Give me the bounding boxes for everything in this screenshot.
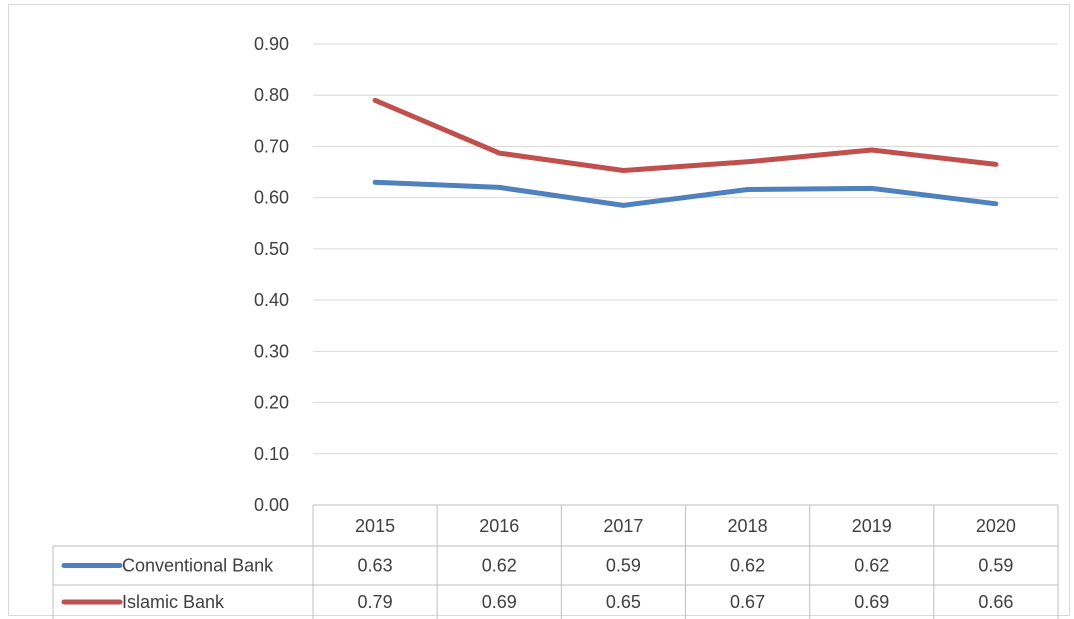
x-category-label: 2017 <box>603 516 643 536</box>
y-tick-label: 0.00 <box>254 495 289 515</box>
series-name-label: Conventional Bank <box>122 556 274 576</box>
data-table-value: 0.59 <box>978 556 1013 576</box>
data-table-value: 0.63 <box>358 556 393 576</box>
x-category-label: 2015 <box>355 516 395 536</box>
data-table-value: 0.62 <box>482 556 517 576</box>
data-table-value: 0.65 <box>606 592 641 612</box>
y-tick-label: 0.60 <box>254 188 289 208</box>
data-table-value: 0.67 <box>730 592 765 612</box>
data-table-value: 0.62 <box>730 556 765 576</box>
data-table-value: 0.62 <box>854 556 889 576</box>
x-category-label: 2020 <box>976 516 1016 536</box>
data-table: 2015 2016 2017 2018 2019 2020 Conventional Ban… <box>52 504 1059 619</box>
gridlines <box>313 43 1058 455</box>
y-tick-label: 0.10 <box>254 444 289 464</box>
y-axis-tick-labels: 0.00 0.10 0.20 0.30 0.40 0.50 0.60 0.70 0.80 0.90 <box>254 34 289 515</box>
chart-frame <box>8 4 1070 616</box>
x-category-label: 2018 <box>728 516 768 536</box>
data-table-value: 0.66 <box>978 592 1013 612</box>
y-tick-label: 0.70 <box>254 136 289 156</box>
data-table-value: 0.59 <box>606 556 641 576</box>
data-table-value: 0.79 <box>358 592 393 612</box>
series-line <box>372 97 999 173</box>
x-category-label: 2016 <box>479 516 519 536</box>
data-table-value: 0.69 <box>854 592 889 612</box>
series-name-label: Islamic Bank <box>122 592 225 612</box>
y-tick-label: 0.30 <box>254 341 289 361</box>
y-tick-label: 0.40 <box>254 290 289 310</box>
series-line <box>372 179 999 208</box>
y-tick-label: 0.20 <box>254 393 289 413</box>
series-lines <box>372 97 999 208</box>
x-category-label: 2019 <box>852 516 892 536</box>
y-tick-label: 0.90 <box>254 34 289 54</box>
y-tick-label: 0.50 <box>254 239 289 259</box>
y-tick-label: 0.80 <box>254 85 289 105</box>
data-table-value: 0.69 <box>482 592 517 612</box>
